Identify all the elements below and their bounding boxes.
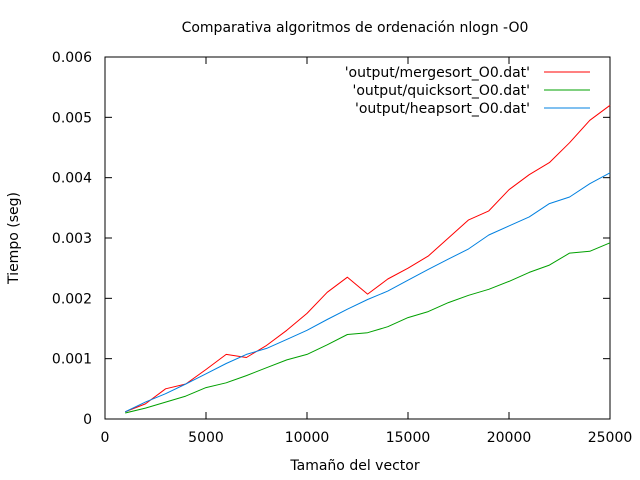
series-line-1 [125, 242, 611, 414]
x-tick-label: 5000 [188, 430, 224, 446]
y-tick-label: 0.006 [52, 50, 92, 66]
legend-label-0: 'output/mergesort_O0.dat' [345, 65, 530, 81]
y-tick-label: 0 [83, 412, 92, 428]
y-tick-label: 0.001 [52, 352, 92, 368]
series-line-2 [124, 172, 611, 413]
legend-label-2: 'output/heapsort_O0.dat' [355, 101, 530, 117]
y-tick-label: 0.004 [52, 171, 92, 187]
x-tick-label: 20000 [487, 430, 532, 446]
ticks-layer: 0 5000 10000 15000 20000 25000 0 0.001 0.002 0.00… [52, 50, 632, 446]
x-axis-label: Tamaño del vector [289, 458, 419, 474]
y-tick-label: 0.002 [52, 291, 92, 307]
chart-title: Comparativa algoritmos de ordenación nlo… [182, 20, 529, 36]
x-tick-label: 15000 [386, 430, 431, 446]
x-tick-label: 0 [101, 430, 110, 446]
y-axis-label: Tiempo (seg) [6, 192, 22, 285]
legend: 'output/mergesort_O0.dat' 'output/quickso… [345, 65, 590, 117]
x-tick-label: 25000 [588, 430, 633, 446]
legend-label-1: 'output/quicksort_O0.dat' [353, 83, 530, 99]
x-tick-label: 10000 [285, 430, 330, 446]
series-layer [124, 104, 611, 414]
y-tick-label: 0.003 [52, 231, 92, 247]
y-tick-label: 0.005 [52, 110, 92, 126]
series-line-0 [125, 104, 611, 413]
